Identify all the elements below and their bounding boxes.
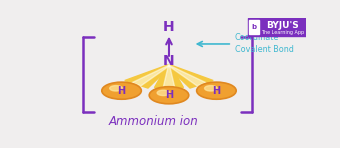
Circle shape — [149, 87, 189, 104]
Text: The Learning App: The Learning App — [261, 29, 304, 34]
Circle shape — [205, 86, 217, 91]
Polygon shape — [169, 65, 206, 86]
Text: H: H — [163, 20, 175, 34]
Text: H: H — [165, 90, 173, 100]
Text: Covalent Bond: Covalent Bond — [235, 45, 294, 54]
Polygon shape — [167, 65, 213, 88]
Text: BYJU'S: BYJU'S — [266, 21, 299, 30]
Circle shape — [197, 82, 236, 99]
Polygon shape — [132, 65, 169, 86]
Text: Coordinate: Coordinate — [235, 33, 279, 42]
Polygon shape — [154, 66, 184, 88]
Circle shape — [157, 90, 170, 96]
Circle shape — [102, 82, 141, 99]
Text: H: H — [118, 86, 125, 96]
Polygon shape — [163, 66, 175, 88]
Text: H: H — [212, 86, 220, 96]
Text: Ammonium ion: Ammonium ion — [108, 115, 198, 128]
Text: +: + — [255, 23, 264, 33]
Polygon shape — [249, 20, 258, 34]
Circle shape — [110, 86, 122, 91]
Polygon shape — [248, 18, 306, 36]
Text: N: N — [163, 54, 175, 68]
Polygon shape — [125, 65, 171, 88]
Text: b: b — [251, 24, 256, 30]
